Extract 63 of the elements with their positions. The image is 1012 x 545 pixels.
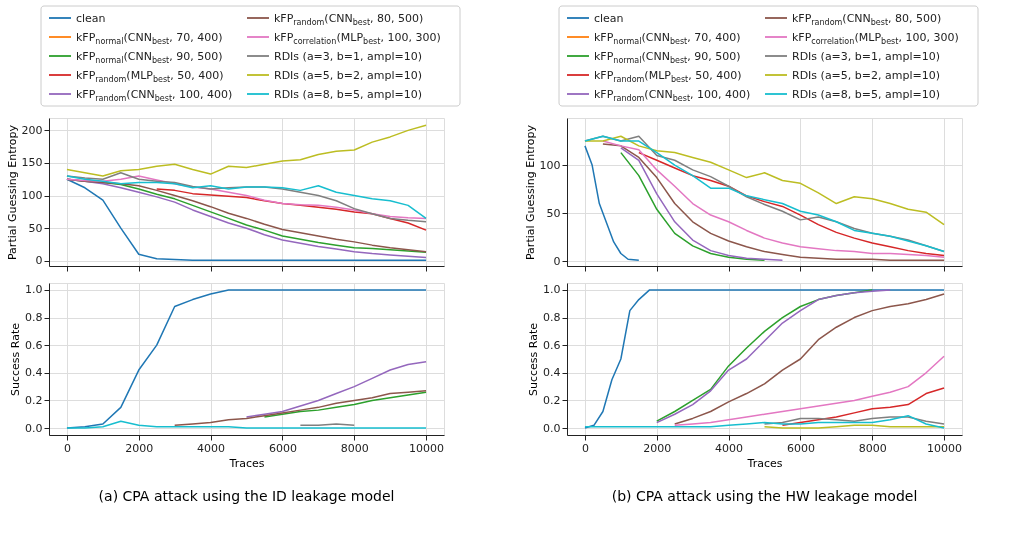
y-tick-label: 50 xyxy=(28,221,43,235)
x-tick-label: 2000 xyxy=(125,441,154,455)
x-tick-label: 10000 xyxy=(927,441,963,455)
line-series xyxy=(763,416,945,425)
x-tick-label: 8000 xyxy=(340,441,369,455)
x-tick-label: 0 xyxy=(581,441,589,455)
y-tick-label: 0 xyxy=(553,254,561,268)
y-tick-label: 0.4 xyxy=(25,366,43,380)
legend-label: RDIs (a=3, b=1, ampl=10) xyxy=(274,50,423,63)
x-tick-label: 4000 xyxy=(197,441,226,455)
x-tick-label: 6000 xyxy=(268,441,297,455)
x-tick-label: 6000 xyxy=(786,441,815,455)
x-tick-label: 4000 xyxy=(715,441,744,455)
x-axis-title: Traces xyxy=(746,456,783,470)
y-tick-label: 0.6 xyxy=(543,338,561,352)
line-series xyxy=(245,361,427,418)
y-tick-label: 0.0 xyxy=(543,421,561,435)
legend-label: clean xyxy=(594,12,624,25)
line-series xyxy=(66,420,427,429)
legend-label: RDIs (a=5, b=2, ampl=10) xyxy=(274,69,423,82)
line-series xyxy=(584,289,945,429)
line-series xyxy=(673,355,945,427)
x-tick-label: 0 xyxy=(63,441,71,455)
legend-label: RDIs (a=5, b=2, ampl=10) xyxy=(792,69,941,82)
y-axis-title: Partial Guessing Entropy xyxy=(523,124,537,261)
line-series xyxy=(173,390,427,427)
line-series xyxy=(66,124,427,177)
text: (b) CPA attack using the HW leakage model xyxy=(611,488,918,504)
legend-label: RDIs (a=3, b=1, ampl=10) xyxy=(792,50,941,63)
y-tick-label: 0.6 xyxy=(25,338,43,352)
line-series xyxy=(584,414,945,429)
line-series xyxy=(584,145,640,261)
y-tick-label: 100 xyxy=(21,189,43,203)
y-axis-title: Success Rate xyxy=(9,322,23,396)
y-tick-label: 0.2 xyxy=(25,393,43,407)
x-tick-label: 2000 xyxy=(643,441,672,455)
y-tick-label: 0 xyxy=(35,254,43,268)
y-tick-label: 1.0 xyxy=(25,283,43,297)
y-tick-label: 0.2 xyxy=(543,393,561,407)
y-axis-title: Success Rate xyxy=(527,322,541,396)
y-tick-label: 0.8 xyxy=(25,311,43,325)
y-tick-label: 150 xyxy=(21,156,43,170)
x-tick-label: 8000 xyxy=(858,441,887,455)
line-series xyxy=(584,135,945,226)
y-tick-label: 0.4 xyxy=(543,366,561,380)
y-tick-label: 0.0 xyxy=(25,421,43,435)
legend-label: clean xyxy=(76,12,106,25)
y-tick-label: 100 xyxy=(539,158,561,172)
line-series xyxy=(781,387,945,427)
x-tick-label: 10000 xyxy=(409,441,445,455)
y-tick-label: 1.0 xyxy=(543,283,561,297)
legend-label: RDIs (a=8, b=5, ampl=10) xyxy=(792,88,941,101)
text: (a) CPA attack using the ID leakage model xyxy=(98,488,395,504)
y-tick-label: 200 xyxy=(21,123,43,137)
line-series xyxy=(673,293,945,425)
line-series xyxy=(638,151,945,257)
y-tick-label: 50 xyxy=(546,206,561,220)
y-tick-label: 0.8 xyxy=(543,311,561,325)
x-axis-title: Traces xyxy=(228,456,265,470)
line-series xyxy=(263,391,427,418)
legend-label: RDIs (a=8, b=5, ampl=10) xyxy=(274,88,423,101)
y-axis-title: Partial Guessing Entropy xyxy=(5,124,19,261)
line-series xyxy=(155,188,427,231)
